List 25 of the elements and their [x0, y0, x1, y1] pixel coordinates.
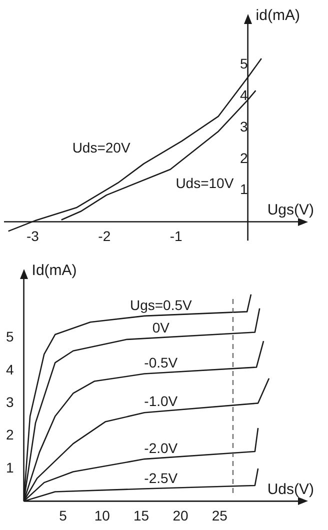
x-axis-title: Ugs(V) — [267, 201, 314, 218]
series-label: Ugs=0.5V — [130, 297, 192, 314]
y-tick-label: 4 — [6, 361, 14, 378]
x-tick-label: 25 — [212, 507, 228, 524]
x-axis-title: Uds(V) — [267, 480, 314, 498]
y-tick-label: 3 — [6, 394, 14, 410]
y-tick-label: 2 — [6, 426, 14, 443]
x-tick-label: 15 — [134, 507, 150, 524]
x-tick-label: 20 — [172, 507, 188, 524]
y-tick-label: 5 — [6, 328, 14, 345]
x-tick-label: -1 — [170, 228, 183, 244]
y-tick-label: 1 — [6, 459, 14, 476]
series-label: -2.0V — [144, 440, 178, 456]
series-label: -0.5V — [144, 354, 178, 371]
x-tick-label: 10 — [94, 507, 110, 524]
y-axis-title: Id(mA) — [32, 262, 77, 280]
x-tick-label: 5 — [59, 507, 68, 524]
x-tick-label: -3 — [26, 228, 40, 244]
series-label: 0V — [152, 319, 170, 336]
series-label: -2.5V — [144, 470, 178, 486]
y-axis-title: id(mA) — [256, 7, 300, 24]
series-label: -1.0V — [144, 393, 178, 410]
series-label: Uds=20V — [72, 140, 131, 156]
series-label: Uds=10V — [176, 175, 234, 192]
x-tick-label: -2 — [98, 228, 111, 244]
